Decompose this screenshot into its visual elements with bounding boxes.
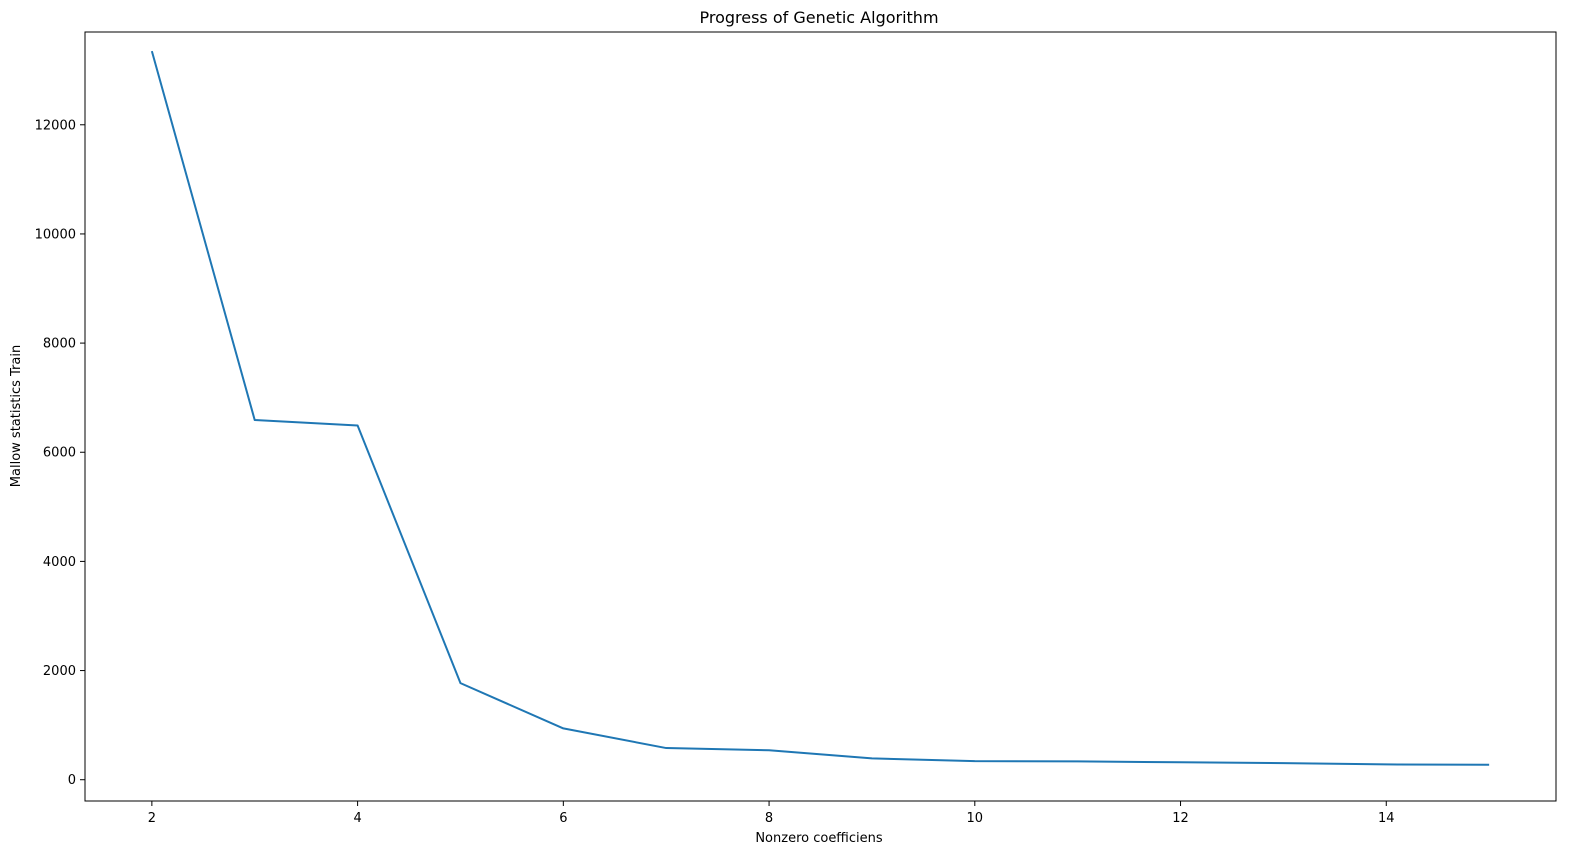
y-axis: 0 2000 4000 6000 8000 10000 12000 xyxy=(35,118,85,788)
y-tick-label: 4000 xyxy=(43,555,76,570)
y-tick-label: 2000 xyxy=(43,664,76,679)
y-tick-label: 0 xyxy=(68,773,76,788)
x-axis-label: Nonzero coefficiens xyxy=(755,831,883,846)
plot-area xyxy=(150,50,1490,766)
x-tick-label: 14 xyxy=(1378,811,1395,826)
x-tick-label: 10 xyxy=(967,811,984,826)
x-tick-label: 12 xyxy=(1172,811,1189,826)
x-tick-label: 8 xyxy=(765,811,773,826)
y-tick-label: 12000 xyxy=(35,118,76,133)
plot-frame xyxy=(84,31,1557,802)
x-axis: 2 4 6 8 10 12 14 xyxy=(148,801,1395,826)
x-tick-label: 6 xyxy=(559,811,567,826)
y-axis-label: Mallow statistics Train xyxy=(9,345,24,487)
y-tick-label: 8000 xyxy=(43,337,76,352)
series-line xyxy=(150,50,1490,766)
chart-title: Progress of Genetic Algorithm xyxy=(699,8,938,27)
x-tick-label: 2 xyxy=(148,811,156,826)
y-tick-label: 6000 xyxy=(43,446,76,461)
x-tick-label: 4 xyxy=(353,811,361,826)
y-tick-label: 10000 xyxy=(35,227,76,242)
